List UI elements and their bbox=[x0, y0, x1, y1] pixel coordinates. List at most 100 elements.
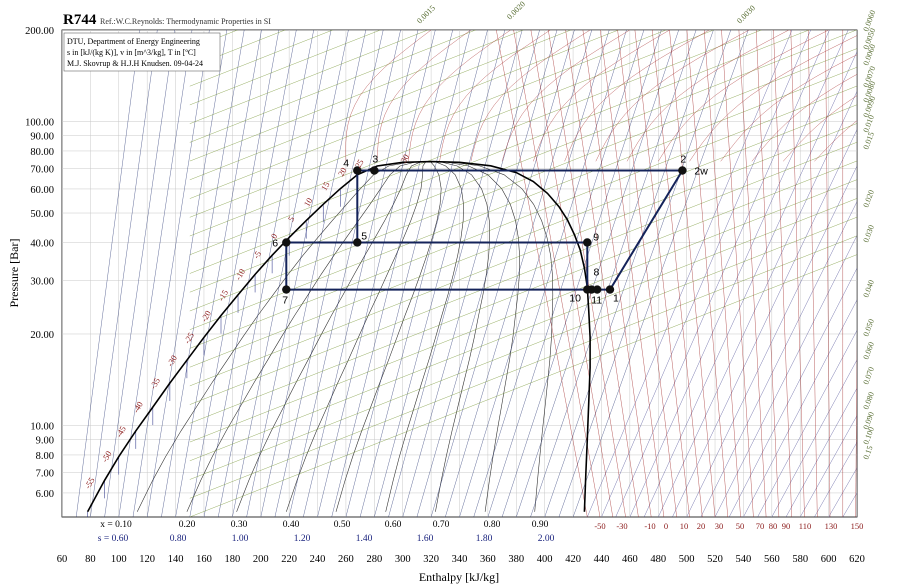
isotherm-supercritical bbox=[439, 30, 551, 162]
x-tick-label: 100 bbox=[111, 554, 127, 565]
isotherm-line bbox=[755, 30, 780, 517]
isochore-line bbox=[189, 85, 857, 349]
isentrope-line bbox=[317, 30, 436, 517]
isentrope-line bbox=[75, 30, 141, 517]
info-line-3: M.J. Skovrup & H.J.H Knudsen. 09-04-24 bbox=[67, 59, 203, 68]
quality-label: 0.90 bbox=[532, 520, 549, 530]
isotherm-supercritical bbox=[658, 30, 829, 162]
x-tick-label: 400 bbox=[537, 554, 553, 565]
entropy-label: 1.20 bbox=[294, 534, 311, 544]
cycle-point-label-9: 9 bbox=[593, 231, 599, 243]
saturation-temp-label: 5 bbox=[286, 214, 297, 223]
isochore-line bbox=[189, 235, 857, 499]
isentrope-line bbox=[203, 30, 297, 517]
isochore-line bbox=[189, 30, 620, 199]
isentrope-line bbox=[303, 30, 419, 517]
x-tick-label: 340 bbox=[452, 554, 468, 565]
isentrope-line bbox=[118, 30, 193, 517]
isentrope-line bbox=[402, 30, 540, 517]
isochore-line bbox=[189, 141, 857, 405]
y-tick-label: 6.00 bbox=[36, 489, 54, 500]
quality-line bbox=[335, 162, 442, 512]
cycle-points: 1 2 2w 3 4 5 6 7 8 9 10 11 bbox=[272, 153, 708, 306]
isochore-line bbox=[189, 160, 857, 424]
isentrope-line bbox=[530, 30, 697, 517]
quality-line bbox=[453, 162, 554, 512]
chart-subtitle: Ref.:W.C.Reynolds: Thermodynamic Propert… bbox=[100, 17, 271, 26]
y-tick-label: 30.00 bbox=[30, 276, 54, 287]
saturation-dome bbox=[86, 160, 591, 513]
isochore-line bbox=[189, 30, 857, 293]
bottom-isotherm-label: 70 bbox=[756, 521, 765, 531]
x-tick-label: 360 bbox=[480, 554, 496, 565]
isotherm-line bbox=[634, 30, 690, 517]
isochore-line bbox=[189, 216, 857, 480]
quality-label: 0.30 bbox=[231, 520, 248, 530]
bottom-isotherm-label: 50 bbox=[736, 521, 745, 531]
saturation-temp-label: -10 bbox=[233, 267, 247, 282]
x-axis-label: Enthalpy [kJ/kg] bbox=[419, 570, 499, 584]
isotherm-line bbox=[738, 30, 767, 517]
bottom-isotherm-label: -30 bbox=[616, 521, 627, 531]
bottom-isotherm-label: 80 bbox=[769, 521, 778, 531]
cycle-point-label-4: 4 bbox=[343, 157, 349, 169]
isentrope-line bbox=[785, 387, 857, 517]
isochore-line bbox=[189, 198, 857, 462]
x-tick-label: 120 bbox=[139, 554, 155, 565]
x-tick-label: 80 bbox=[85, 554, 96, 565]
isentrope-line bbox=[643, 51, 857, 517]
isentrope-line bbox=[359, 30, 488, 517]
isochore-line bbox=[189, 254, 857, 517]
isentrope-line bbox=[686, 165, 857, 517]
x-tick-label: 180 bbox=[224, 554, 240, 565]
isentrope-line bbox=[246, 30, 349, 517]
isochore-line bbox=[189, 30, 381, 106]
isotherm-line bbox=[530, 30, 614, 517]
bottom-isotherm-label: 130 bbox=[825, 521, 838, 531]
y-tick-label: 8.00 bbox=[36, 451, 54, 462]
isochore-line bbox=[189, 123, 857, 387]
isotherm-line bbox=[599, 30, 665, 517]
isentrope-line bbox=[700, 201, 857, 517]
isochore-line bbox=[189, 104, 857, 368]
isochore-line bbox=[189, 30, 762, 256]
cycle-point-label-7: 7 bbox=[282, 295, 288, 307]
isotherm-line bbox=[790, 30, 805, 517]
isentrope-line bbox=[217, 30, 314, 517]
entropy-label: 1.60 bbox=[417, 534, 434, 544]
cycle-point-2 bbox=[678, 166, 687, 175]
isentrope-line bbox=[572, 30, 749, 517]
isotherm-supercritical bbox=[533, 30, 670, 162]
isochore-line bbox=[189, 30, 667, 218]
x-tick-label: 300 bbox=[395, 554, 411, 565]
isotherm-line bbox=[773, 30, 792, 517]
isochore-line bbox=[189, 30, 810, 274]
cycle-point-3 bbox=[370, 166, 379, 175]
isentrope-line bbox=[544, 30, 714, 517]
cycle-point-label-2w: 2w bbox=[694, 165, 708, 177]
entropy-label: 1.00 bbox=[232, 534, 249, 544]
chart-title: R744 bbox=[63, 12, 97, 28]
isentrope-line bbox=[90, 30, 158, 517]
cycle-point-label-5: 5 bbox=[361, 230, 367, 242]
isotherm-supercritical bbox=[595, 30, 750, 162]
x-tick-label: 480 bbox=[650, 554, 666, 565]
isochore-line bbox=[189, 30, 572, 181]
cycle-point-5 bbox=[353, 238, 362, 247]
bottom-isotherm-label: 110 bbox=[799, 521, 811, 531]
x-tick-label: 280 bbox=[366, 554, 382, 565]
x-tick-label: 600 bbox=[821, 554, 837, 565]
isotherm-supercritical bbox=[814, 120, 857, 162]
saturation-temp-label: -40 bbox=[131, 400, 145, 415]
isentrope-line bbox=[658, 90, 857, 517]
isotherm-supercritical bbox=[564, 30, 710, 162]
isotherm-line bbox=[565, 30, 639, 517]
saturation-temp-label: -55 bbox=[82, 476, 96, 491]
cycle-point-10 bbox=[583, 285, 592, 294]
bottom-isotherm-label: 20 bbox=[697, 521, 706, 531]
quality-line bbox=[236, 162, 420, 512]
isotherm-supercritical bbox=[751, 74, 857, 162]
y-tick-label: 60.00 bbox=[30, 185, 54, 196]
isentrope-line bbox=[189, 30, 280, 517]
